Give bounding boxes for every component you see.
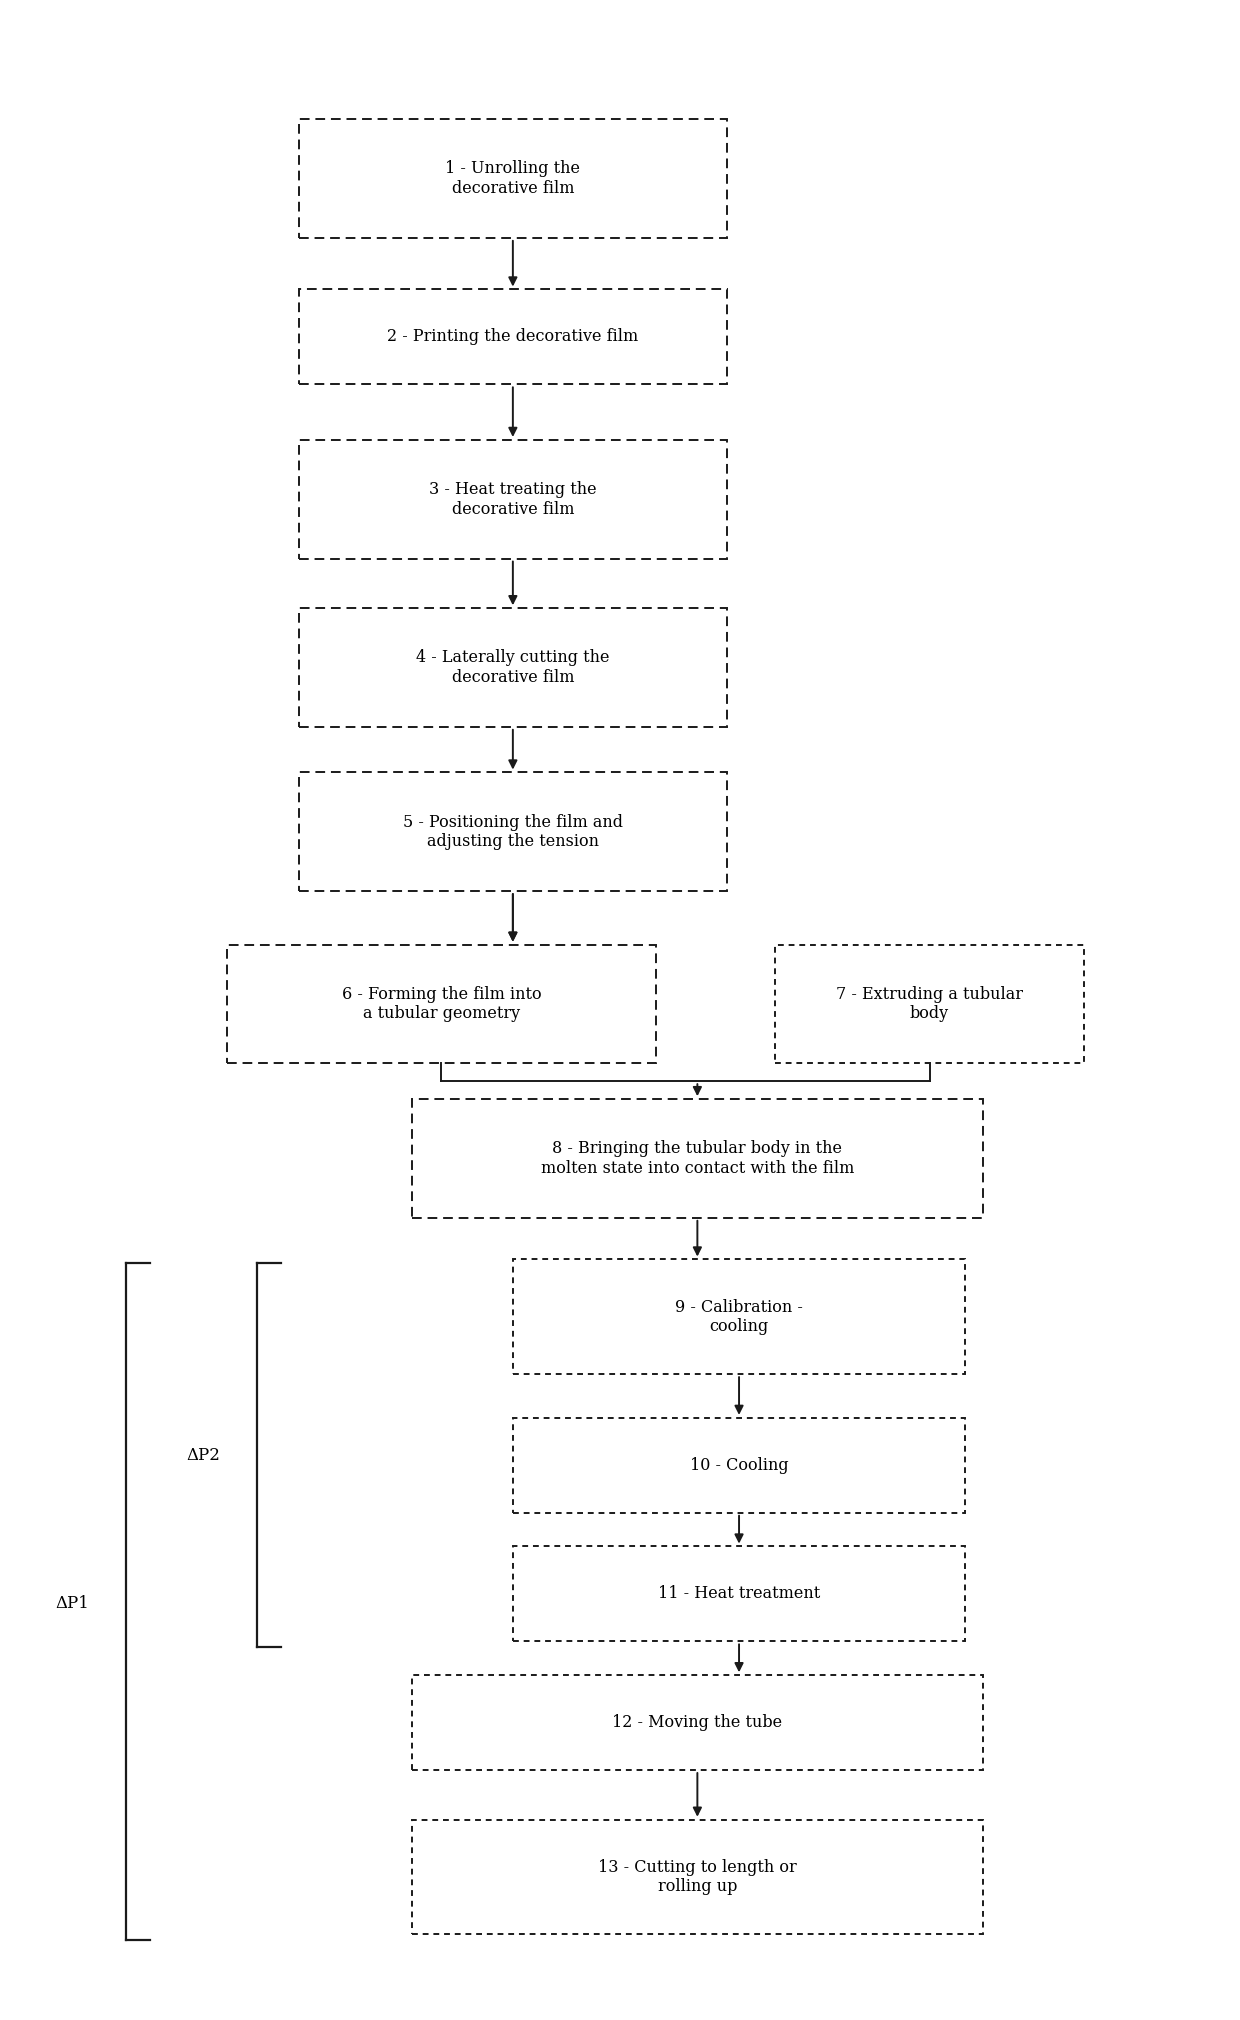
Text: 11 - Heat treatment: 11 - Heat treatment xyxy=(658,1586,820,1602)
Bar xyxy=(299,608,727,727)
Bar xyxy=(513,1258,965,1374)
Text: 12 - Moving the tube: 12 - Moving the tube xyxy=(613,1715,782,1731)
Bar xyxy=(513,1547,965,1642)
Bar xyxy=(775,945,1084,1063)
Text: 3 - Heat treating the
decorative film: 3 - Heat treating the decorative film xyxy=(429,481,596,517)
Text: ΔP2: ΔP2 xyxy=(186,1446,221,1464)
Text: 7 - Extruding a tubular
body: 7 - Extruding a tubular body xyxy=(836,986,1023,1022)
Text: 13 - Cutting to length or
rolling up: 13 - Cutting to length or rolling up xyxy=(598,1858,797,1895)
Bar xyxy=(299,440,727,560)
Bar xyxy=(412,1675,983,1770)
Text: 8 - Bringing the tubular body in the
molten state into contact with the film: 8 - Bringing the tubular body in the mol… xyxy=(541,1139,854,1178)
Text: 10 - Cooling: 10 - Cooling xyxy=(689,1456,789,1475)
Text: 6 - Forming the film into
a tubular geometry: 6 - Forming the film into a tubular geom… xyxy=(342,986,541,1022)
Bar xyxy=(299,772,727,891)
Text: 2 - Printing the decorative film: 2 - Printing the decorative film xyxy=(387,329,639,345)
Bar xyxy=(227,945,656,1063)
Bar xyxy=(412,1820,983,1935)
Text: 4 - Laterally cutting the
decorative film: 4 - Laterally cutting the decorative fil… xyxy=(417,648,610,687)
Text: ΔP1: ΔP1 xyxy=(56,1596,89,1612)
Text: 5 - Positioning the film and
adjusting the tension: 5 - Positioning the film and adjusting t… xyxy=(403,814,622,850)
Text: 9 - Calibration -
cooling: 9 - Calibration - cooling xyxy=(675,1299,804,1335)
Bar xyxy=(299,289,727,384)
Bar xyxy=(412,1099,983,1218)
Bar xyxy=(299,119,727,238)
Text: 1 - Unrolling the
decorative film: 1 - Unrolling the decorative film xyxy=(445,160,580,196)
Bar xyxy=(513,1418,965,1513)
